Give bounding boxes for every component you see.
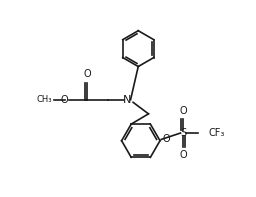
Text: O: O xyxy=(163,134,170,144)
Text: O: O xyxy=(83,69,91,79)
Text: O: O xyxy=(179,106,187,116)
Text: S: S xyxy=(180,128,186,138)
Text: CH₃: CH₃ xyxy=(37,95,52,104)
Text: O: O xyxy=(60,95,68,105)
Text: N: N xyxy=(123,95,132,105)
Text: CF₃: CF₃ xyxy=(209,128,225,138)
Text: O: O xyxy=(179,151,187,160)
